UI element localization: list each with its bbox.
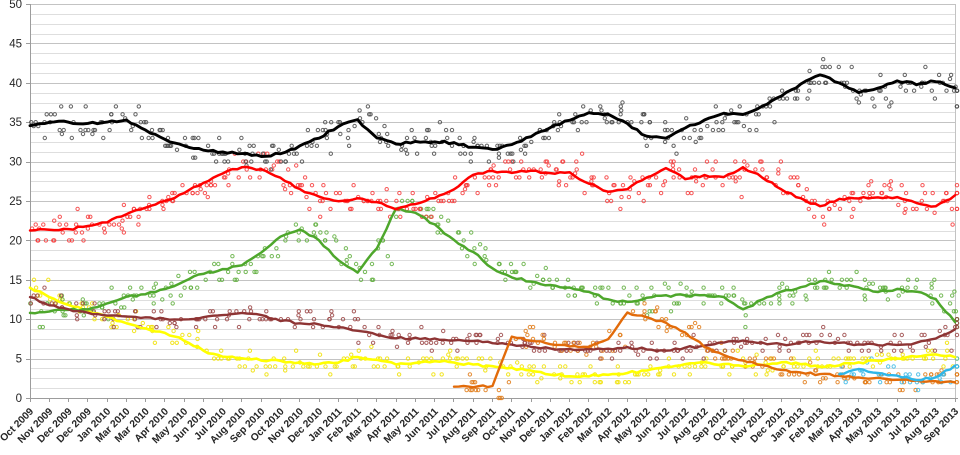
svg-text:10: 10 [9,314,22,326]
svg-text:30: 30 [9,157,22,169]
line-black [28,73,957,158]
svg-text:45: 45 [9,38,22,50]
line-red [28,165,957,232]
line-green [28,207,957,324]
svg-text:40: 40 [9,78,22,90]
svg-text:50: 50 [9,0,22,11]
line-orange [452,311,957,389]
scatter-yellow [31,277,960,385]
svg-text:5: 5 [16,354,22,366]
line-dark-red [28,295,957,353]
svg-text:0: 0 [16,393,22,405]
line-yellow [28,286,957,379]
scatter-dark-red [28,285,960,361]
line-light-blue [838,364,957,382]
svg-text:15: 15 [9,275,22,287]
axes [26,4,958,402]
svg-text:35: 35 [9,117,22,129]
y-axis-labels: 0 5 10 15 20 25 30 35 40 45 50 [9,0,22,405]
svg-text:25: 25 [9,196,22,208]
svg-text:20: 20 [9,235,22,247]
